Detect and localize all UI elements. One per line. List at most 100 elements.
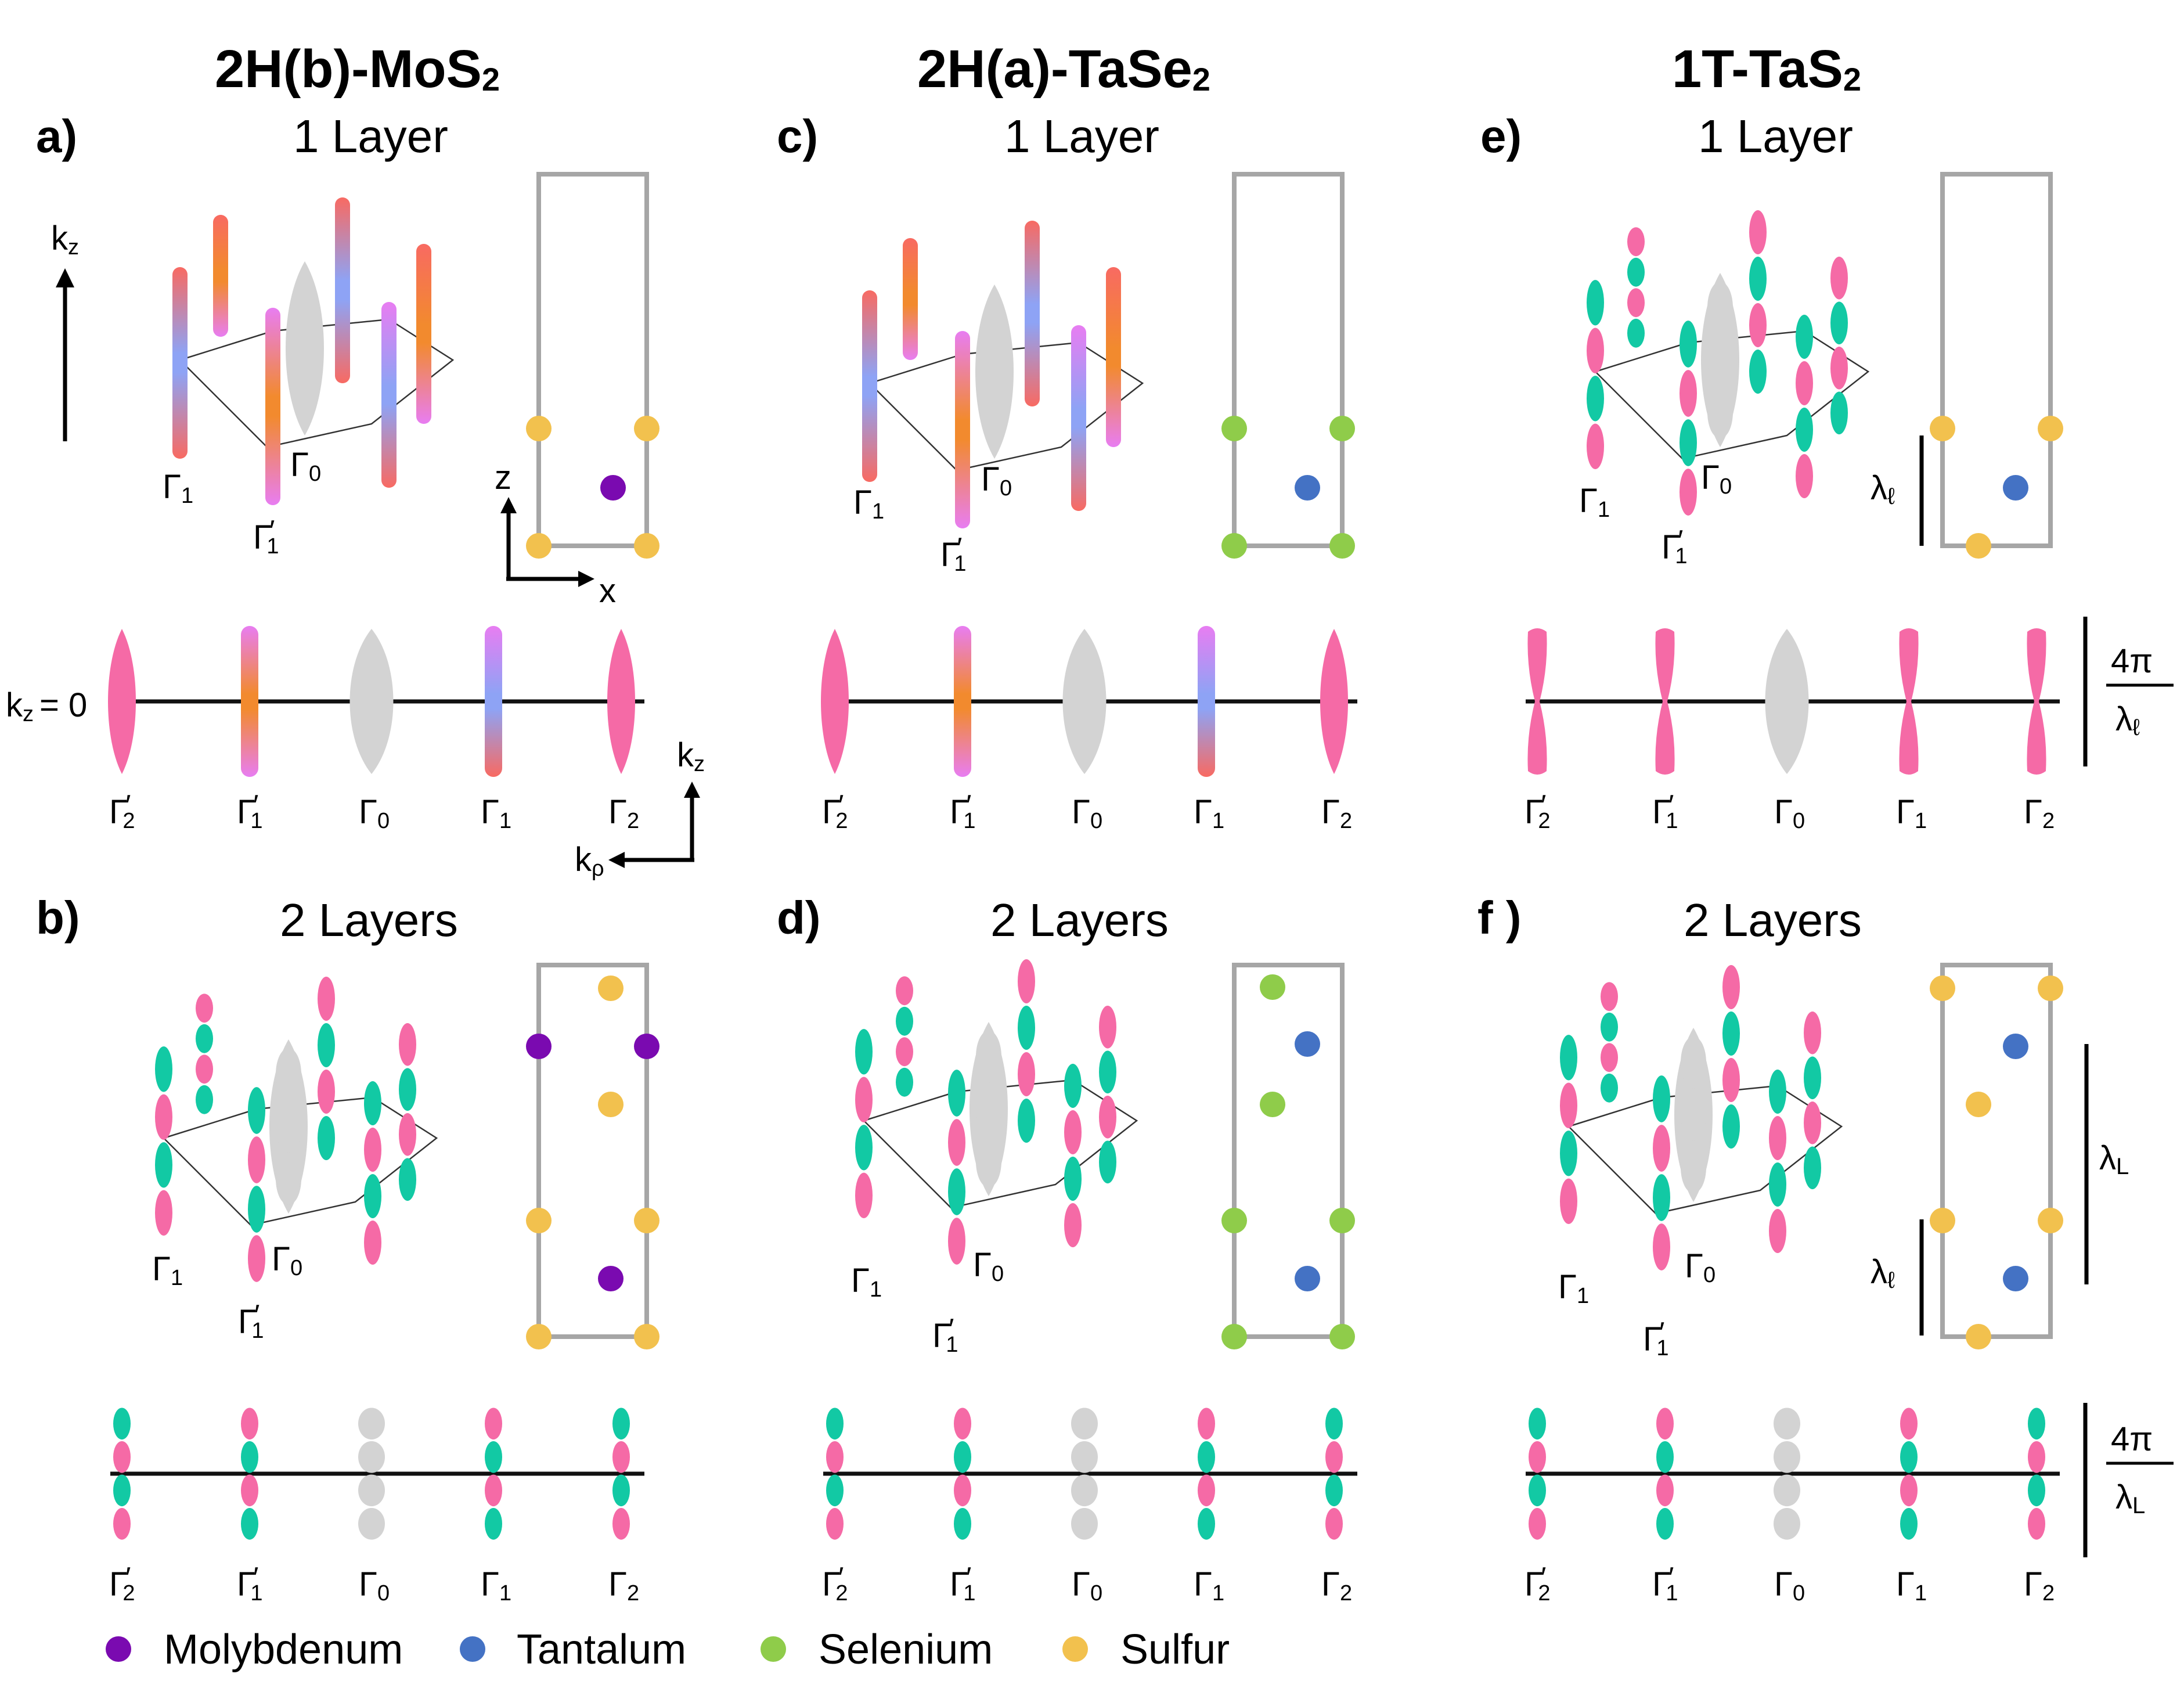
f-rod-3-lobe-1 (1722, 1012, 1740, 1056)
f-rod-3-lobe-3 (1722, 1104, 1740, 1149)
d-rod-1-lobe-0 (896, 976, 913, 1006)
e-kz-label-4: Γ2 (2024, 793, 2055, 833)
b-rod-2-lobe-3 (248, 1235, 265, 1282)
d-rod-5-lobe-1 (1099, 1050, 1116, 1094)
column-title-mos2: 2H(b)-MoS2 (215, 39, 500, 99)
f-kz-pt-1-lobe-1 (1656, 1441, 1674, 1473)
e-rod-4-lobe-0 (1796, 315, 1813, 359)
c-kz-pt-0 (821, 629, 849, 774)
b-rod-5-lobe-1 (399, 1068, 416, 1111)
a-rod-3 (335, 197, 350, 383)
a-atom-0 (526, 416, 552, 441)
b-gamma0-bead-2 (276, 1153, 301, 1205)
d-kz-pt-0-lobe-3 (826, 1507, 844, 1540)
b-rod-2-lobe-2 (248, 1186, 265, 1233)
f-atom-5 (2038, 1208, 2063, 1233)
b-rod-4-lobe-2 (364, 1174, 381, 1218)
kz-zero-label: kz = 0 (6, 686, 87, 726)
d-atom-1 (1295, 1031, 1320, 1057)
e-kz-fraction-denominator: λℓ (2115, 700, 2140, 740)
d-atom-6 (1221, 1324, 1247, 1349)
d-kz-pt-2-lobe-0 (1071, 1408, 1098, 1440)
f-atom-4 (1930, 1208, 1955, 1233)
e-kz-label-3: Γ1 (1896, 793, 1927, 833)
f-kz-label-3: Γ1 (1896, 1565, 1927, 1606)
f-kz-label-4: Γ2 (2024, 1565, 2055, 1606)
e-gamma0-bead-0 (1707, 282, 1733, 334)
b-kz-pt-2-lobe-1 (358, 1441, 385, 1473)
b-rod-3-lobe-3 (318, 1116, 335, 1160)
kz-axis-arrow (56, 268, 74, 441)
legend-tantalum-label: Tantalum (517, 1626, 686, 1673)
e-kz-label-2: Γ0 (1774, 793, 1805, 833)
a-label-gamma0: Γ0 (290, 446, 321, 486)
f-kz-label-0: Γ′2 (1525, 1561, 1550, 1606)
f-rod-0-lobe-2 (1560, 1131, 1577, 1176)
b-atom-3 (598, 1092, 624, 1117)
kp-axis-label: kρ (575, 841, 604, 881)
d-gamma0-bead-1 (976, 1083, 1001, 1135)
f-rod-5-lobe-1 (1804, 1056, 1821, 1100)
svg-text:2H(a)-TaSe2: 2H(a)-TaSe2 (917, 39, 1210, 99)
f-atom-0 (1930, 976, 1955, 1001)
e-kz-fraction: 4π λℓ (2106, 642, 2174, 740)
c-kz-pt-1 (954, 626, 971, 777)
f-kz-pt-2-lobe-2 (1774, 1474, 1800, 1507)
c-kz-label-2: Γ0 (1072, 793, 1102, 833)
b-rod-5-lobe-3 (399, 1158, 416, 1201)
f-kz-pt-1-lobe-0 (1656, 1408, 1674, 1440)
svg-text:1T-TaS2: 1T-TaS2 (1672, 39, 1861, 99)
f-rod-2-lobe-3 (1653, 1223, 1670, 1270)
a-gamma0-spindle (286, 261, 324, 435)
a-kz-pt-3 (485, 626, 502, 777)
b-kz-label-4: Γ2 (608, 1565, 639, 1606)
d-kz-label-1: Γ′1 (950, 1561, 975, 1606)
b-rod-1-lobe-2 (196, 1054, 213, 1084)
c-atom-4 (1329, 533, 1355, 559)
f-kz-pt-1-lobe-3 (1656, 1507, 1674, 1540)
d-kz-label-0: Γ′2 (822, 1561, 848, 1606)
b-rod-0-lobe-3 (155, 1190, 172, 1236)
d-rod-3-lobe-3 (1018, 1099, 1035, 1143)
b-kz-pt-3-lobe-0 (485, 1408, 502, 1440)
d-rod-2-lobe-2 (948, 1168, 965, 1215)
a-atom-4 (634, 533, 659, 559)
f-rod-4-lobe-0 (1769, 1070, 1786, 1114)
e-rod-3-lobe-1 (1749, 257, 1767, 301)
panel-title-a: 1 Layer (293, 110, 448, 162)
f-kz-pt-3-lobe-2 (1900, 1474, 1918, 1507)
d-kz-pt-0-lobe-2 (826, 1474, 844, 1507)
column-title-tas2: 1T-TaS2 (1672, 39, 1861, 99)
a-atom-3 (526, 533, 552, 559)
b-kz-pt-0-lobe-0 (113, 1408, 131, 1440)
d-kz-pt-1-lobe-0 (954, 1408, 971, 1440)
d-kz-pt-3-lobe-3 (1198, 1507, 1215, 1540)
b-kz-label-0: Γ′2 (109, 1561, 135, 1606)
a-kz-label-2: Γ0 (359, 793, 390, 833)
b-kz-pt-1-lobe-2 (241, 1474, 258, 1507)
a-label-gamma1: Γ1 (163, 468, 193, 508)
a-kz-label-3: Γ1 (481, 793, 511, 833)
f-kz-pt-0-lobe-0 (1529, 1408, 1546, 1440)
d-kz-pt-2-lobe-1 (1071, 1441, 1098, 1473)
e-rod-5-lobe-3 (1830, 391, 1848, 435)
f-gamma0-bead-1 (1681, 1089, 1706, 1141)
b-gamma0-bead-1 (276, 1100, 301, 1153)
legend-tantalum-dot (460, 1636, 485, 1662)
panel-letter-b: b) (36, 892, 80, 944)
c-atom-1 (1329, 416, 1355, 441)
f-kz-pt-2-lobe-3 (1774, 1507, 1800, 1540)
f-kz-fraction-numerator: 4π (2111, 1420, 2153, 1458)
d-gamma0-bead-2 (976, 1135, 1001, 1187)
f-kz-pt-4-lobe-2 (2028, 1474, 2045, 1507)
d-rod-4-lobe-1 (1064, 1110, 1082, 1154)
f-kz-label-2: Γ0 (1774, 1565, 1805, 1606)
z-axis-label: z (495, 459, 511, 496)
b-kz-pt-3-lobe-2 (485, 1474, 502, 1507)
e-rod-5-lobe-2 (1830, 346, 1848, 390)
b-rod-5-lobe-2 (399, 1113, 416, 1156)
svg-text:2H(b)-MoS2: 2H(b)-MoS2 (215, 39, 500, 99)
f-kz-pt-0-lobe-2 (1529, 1474, 1546, 1507)
f-rod-4-lobe-2 (1769, 1162, 1786, 1207)
a-kz-pt-2 (349, 629, 394, 774)
